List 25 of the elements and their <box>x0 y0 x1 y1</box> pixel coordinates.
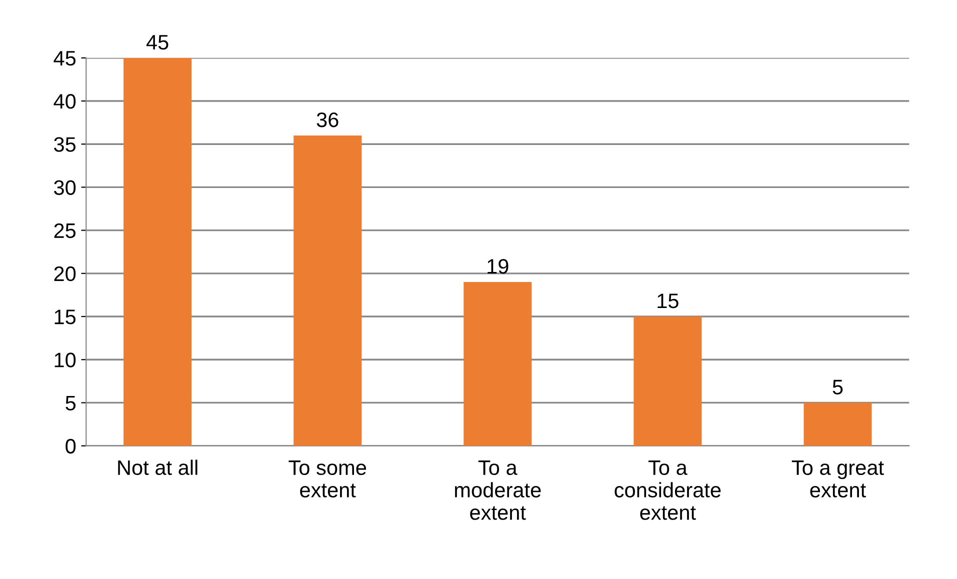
bar <box>464 282 532 446</box>
data-label: 15 <box>658 294 678 308</box>
y-tick-label: 35 <box>54 137 76 152</box>
x-tick-label: To some extent <box>288 460 366 498</box>
y-tick-label: 15 <box>54 310 76 324</box>
bar <box>804 402 872 446</box>
y-tick-label: 0 <box>66 438 76 454</box>
y-tick-label: 5 <box>66 396 76 410</box>
bar <box>294 135 362 446</box>
data-label: 19 <box>488 259 508 274</box>
y-tick-label: 10 <box>54 352 76 368</box>
y-tick-label: 30 <box>54 180 76 195</box>
x-tick-label: Not at all <box>118 460 198 476</box>
y-tick-label: 45 <box>54 51 76 66</box>
y-tick-label: 25 <box>54 223 76 238</box>
x-tick-label: To a great extent <box>792 460 884 498</box>
data-label: 36 <box>316 112 338 128</box>
bar <box>634 316 702 446</box>
y-tick-label: 40 <box>54 94 76 109</box>
data-label: 5 <box>832 380 843 394</box>
data-label: 45 <box>146 35 168 50</box>
x-tick-label: To a considerate extent <box>614 460 721 520</box>
x-tick-label: To a moderate extent <box>455 460 541 520</box>
y-tick-label: 20 <box>54 266 76 282</box>
bar <box>124 58 192 446</box>
